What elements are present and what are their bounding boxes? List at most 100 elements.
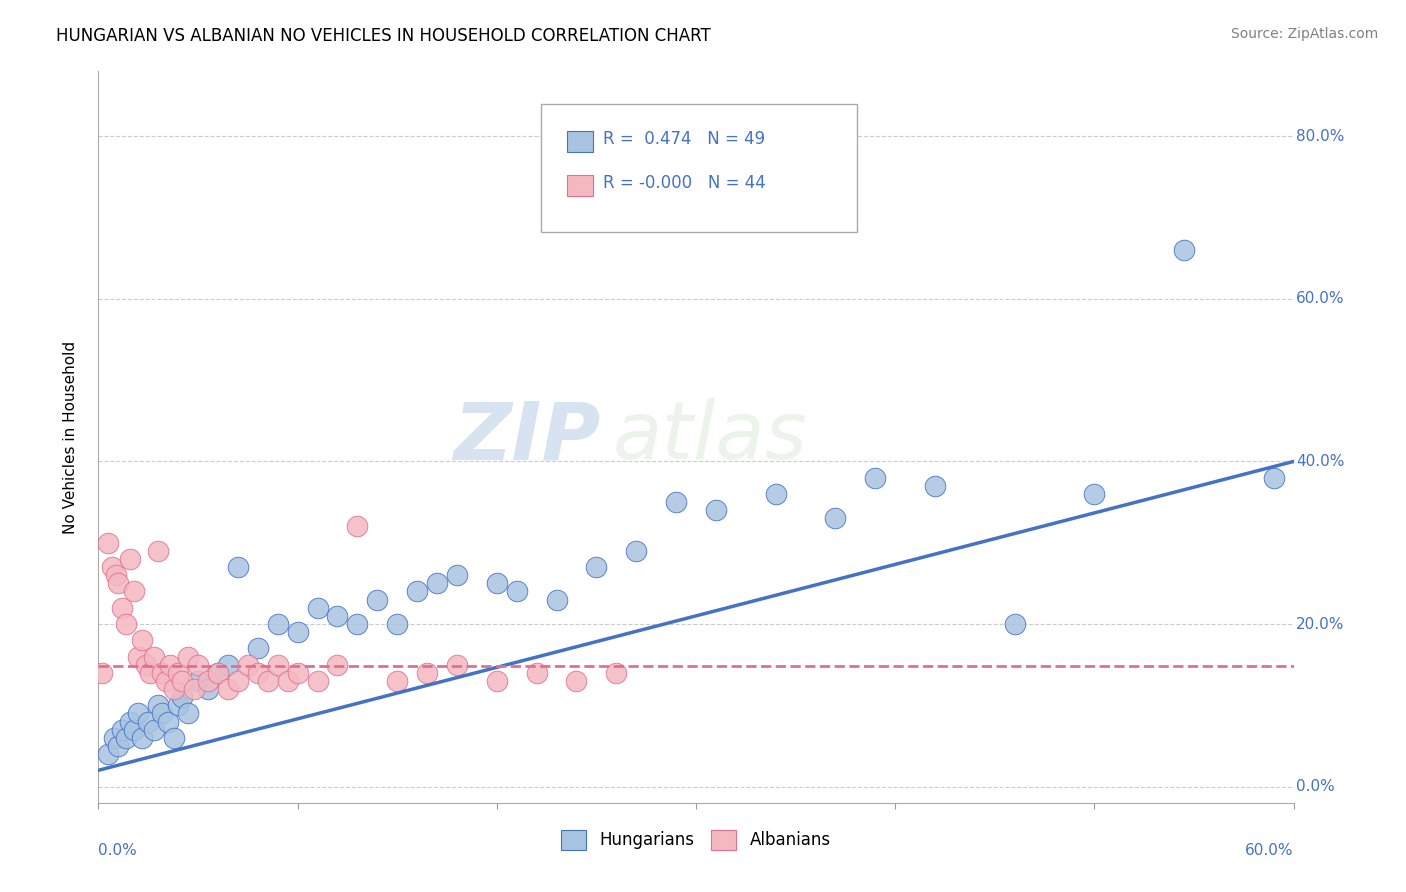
FancyBboxPatch shape — [567, 131, 593, 152]
Point — [346, 617, 368, 632]
Point — [485, 576, 508, 591]
Point — [277, 673, 299, 688]
Text: ZIP: ZIP — [453, 398, 600, 476]
Point — [177, 649, 200, 664]
Point — [167, 665, 190, 680]
Point — [163, 681, 186, 696]
Text: 60.0%: 60.0% — [1246, 843, 1294, 858]
Point — [416, 665, 439, 680]
FancyBboxPatch shape — [541, 104, 858, 232]
Point — [163, 731, 186, 745]
Point — [506, 584, 529, 599]
Point — [120, 714, 142, 729]
Point — [111, 723, 134, 737]
Legend: Hungarians, Albanians: Hungarians, Albanians — [554, 823, 838, 856]
Point — [207, 665, 229, 680]
Text: Source: ZipAtlas.com: Source: ZipAtlas.com — [1230, 27, 1378, 41]
Point — [207, 665, 229, 680]
Point — [131, 633, 153, 648]
Point — [124, 584, 146, 599]
Point — [665, 495, 688, 509]
Point — [287, 665, 309, 680]
Text: HUNGARIAN VS ALBANIAN NO VEHICLES IN HOUSEHOLD CORRELATION CHART: HUNGARIAN VS ALBANIAN NO VEHICLES IN HOU… — [56, 27, 711, 45]
Text: 20.0%: 20.0% — [1296, 616, 1344, 632]
Point — [177, 706, 200, 721]
Text: 40.0%: 40.0% — [1296, 454, 1344, 469]
Point — [217, 681, 239, 696]
Point — [217, 657, 239, 672]
Point — [157, 714, 180, 729]
Point — [1083, 487, 1105, 501]
Point — [197, 681, 219, 696]
Point — [107, 576, 129, 591]
Point — [267, 657, 290, 672]
Point — [97, 747, 120, 761]
Point — [143, 649, 166, 664]
Point — [326, 657, 349, 672]
Point — [111, 600, 134, 615]
Point — [406, 584, 429, 599]
Point — [526, 665, 548, 680]
Point — [131, 731, 153, 745]
Text: 0.0%: 0.0% — [1296, 779, 1334, 794]
Point — [865, 471, 887, 485]
Point — [546, 592, 568, 607]
Point — [172, 673, 194, 688]
Point — [1173, 243, 1195, 257]
Point — [120, 552, 142, 566]
Text: atlas: atlas — [613, 398, 807, 476]
Point — [148, 544, 170, 558]
Point — [115, 731, 138, 745]
Point — [172, 690, 194, 705]
Point — [924, 479, 946, 493]
Point — [246, 665, 269, 680]
Point — [446, 568, 468, 582]
Point — [346, 519, 368, 533]
Point — [605, 665, 627, 680]
Point — [155, 673, 177, 688]
Point — [236, 657, 259, 672]
Point — [159, 657, 181, 672]
Point — [1263, 471, 1285, 485]
Point — [143, 723, 166, 737]
Point — [426, 576, 449, 591]
Point — [267, 617, 290, 632]
Point — [105, 568, 128, 582]
Point — [197, 673, 219, 688]
Point — [824, 511, 846, 525]
Point — [385, 617, 409, 632]
Point — [148, 698, 170, 713]
Point — [246, 641, 269, 656]
Point — [91, 665, 114, 680]
Point — [307, 673, 329, 688]
Point — [124, 723, 146, 737]
Point — [127, 649, 149, 664]
Point — [187, 657, 209, 672]
Text: 0.0%: 0.0% — [98, 843, 138, 858]
Point — [103, 731, 125, 745]
FancyBboxPatch shape — [567, 175, 593, 195]
Point — [326, 608, 349, 623]
Point — [765, 487, 787, 501]
Point — [136, 714, 159, 729]
Point — [115, 617, 138, 632]
Point — [704, 503, 727, 517]
Text: R =  0.474   N = 49: R = 0.474 N = 49 — [603, 130, 765, 148]
Point — [226, 673, 249, 688]
Y-axis label: No Vehicles in Household: No Vehicles in Household — [63, 341, 77, 533]
Point — [226, 560, 249, 574]
Point — [307, 600, 329, 615]
Point — [187, 673, 209, 688]
Text: 80.0%: 80.0% — [1296, 128, 1344, 144]
Text: 60.0%: 60.0% — [1296, 292, 1344, 307]
Point — [139, 665, 162, 680]
Point — [585, 560, 607, 574]
Point — [485, 673, 508, 688]
Point — [107, 739, 129, 753]
Point — [167, 698, 190, 713]
Point — [256, 673, 278, 688]
Point — [101, 560, 124, 574]
Point — [385, 673, 409, 688]
Point — [150, 706, 173, 721]
Point — [287, 625, 309, 640]
